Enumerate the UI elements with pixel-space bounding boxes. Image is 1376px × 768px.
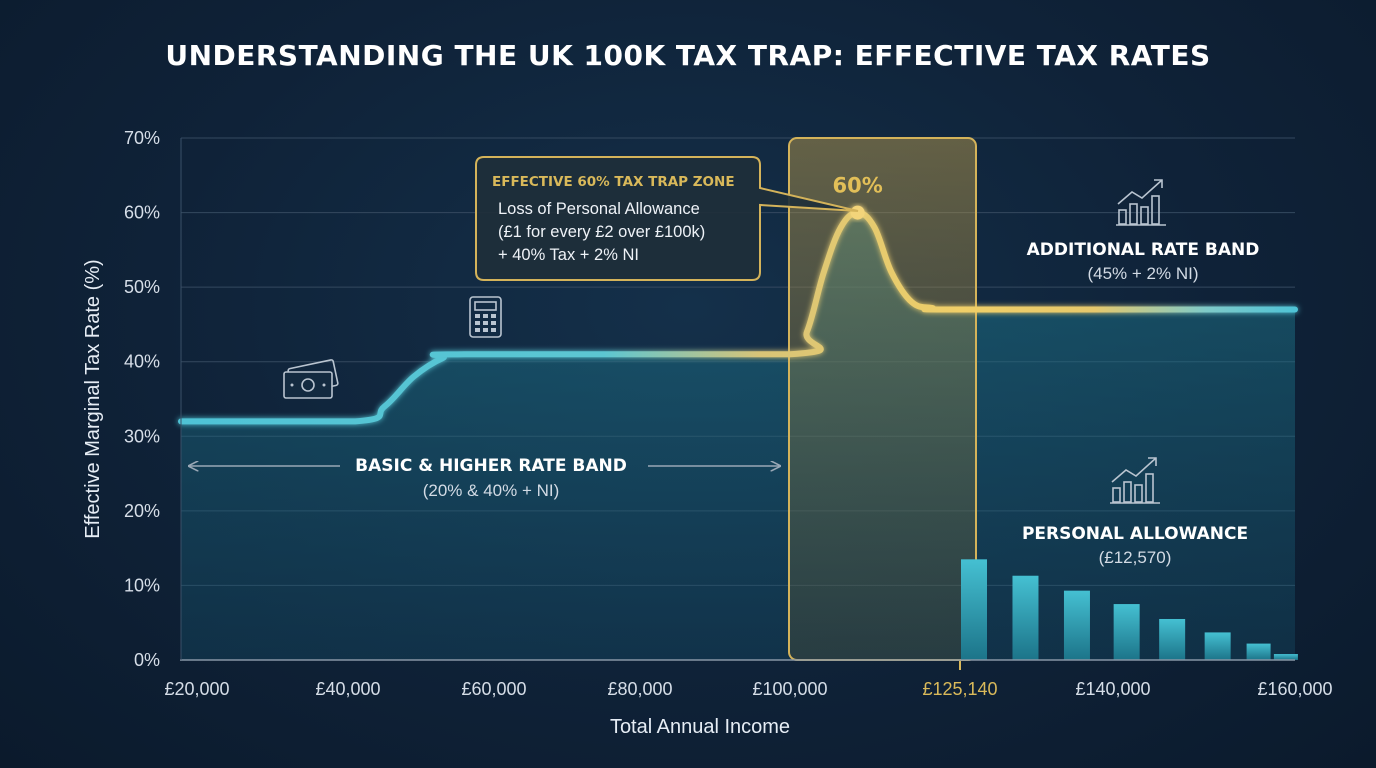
callout-line-2: (£1 for every £2 over £100k) [498, 223, 705, 241]
x-tick-label: £140,000 [1075, 679, 1150, 699]
allowance-bar [1113, 604, 1140, 660]
additional-band-title: ADDITIONAL RATE BAND [1027, 240, 1260, 260]
y-tick-label: 60% [124, 203, 160, 223]
y-tick-label: 0% [134, 650, 160, 670]
x-tick-label: £125,140 [922, 679, 997, 699]
y-tick-label: 10% [124, 575, 160, 595]
additional-band-subtitle: (45% + 2% NI) [1087, 264, 1198, 283]
basic-band-subtitle: (20% & 40% + NI) [423, 481, 560, 500]
y-axis-label: Effective Marginal Tax Rate (%) [82, 259, 104, 538]
x-tick-label: £100,000 [752, 679, 827, 699]
y-tick-label: 70% [124, 128, 160, 148]
x-tick-label: £60,000 [461, 679, 526, 699]
area-under-curve [181, 212, 1295, 661]
personal-allowance-subtitle: (£12,570) [1099, 548, 1172, 567]
personal-allowance-annotation: PERSONAL ALLOWANCE (£12,570) [1022, 524, 1248, 567]
allowance-bar [1273, 654, 1298, 660]
callout-bubble [475, 156, 859, 281]
callout-title: EFFECTIVE 60% TAX TRAP ZONE [492, 174, 735, 190]
x-tick-label: £160,000 [1257, 679, 1332, 699]
allowance-bar [1063, 590, 1090, 660]
basic-band-title: BASIC & HIGHER RATE BAND [355, 456, 627, 476]
calculator-icon [469, 296, 502, 338]
allowance-bar [1204, 632, 1231, 660]
y-tick-label: 40% [124, 352, 160, 372]
callout-line-1: Loss of Personal Allowance [498, 200, 700, 218]
y-tick-label: 30% [124, 426, 160, 446]
bar-chart-growth-icon [1116, 179, 1166, 226]
personal-allowance-title: PERSONAL ALLOWANCE [1022, 524, 1248, 544]
x-tick-label: £80,000 [607, 679, 672, 699]
money-icon [283, 359, 339, 399]
allowance-bar [1159, 618, 1186, 660]
y-tick-label: 20% [124, 501, 160, 521]
x-tick-label: £20,000 [164, 679, 229, 699]
allowance-bar [1012, 575, 1039, 660]
allowance-bar [961, 559, 988, 660]
tax-trap-zone [788, 137, 977, 661]
peak-label: 60% [832, 174, 882, 198]
x-axis-ticks: £20,000 £40,000 £60,000 £80,000 £100,000 £125… [164, 660, 1333, 699]
allowance-bar [1246, 643, 1271, 660]
y-axis-ticks: 0% 10% 20% 30% 40% 50% 60% 70% [124, 128, 160, 670]
basic-band-annotation: BASIC & HIGHER RATE BAND (20% & 40% + NI… [189, 456, 780, 500]
chart-title: UNDERSTANDING THE UK 100K TAX TRAP: EFFE… [165, 39, 1210, 72]
bar-chart-growth-icon [1110, 457, 1160, 504]
personal-allowance-bars [961, 559, 1298, 660]
callout-line-3: + 40% Tax + 2% NI [498, 246, 639, 264]
effective-rate-line [178, 209, 1298, 425]
peak-point [850, 205, 865, 220]
x-axis-label: Total Annual Income [610, 716, 790, 738]
callout-box: EFFECTIVE 60% TAX TRAP ZONE Loss of Pers… [475, 156, 859, 281]
additional-band-annotation: ADDITIONAL RATE BAND (45% + 2% NI) [1027, 240, 1260, 283]
y-tick-label: 50% [124, 277, 160, 297]
x-tick-label: £40,000 [315, 679, 380, 699]
